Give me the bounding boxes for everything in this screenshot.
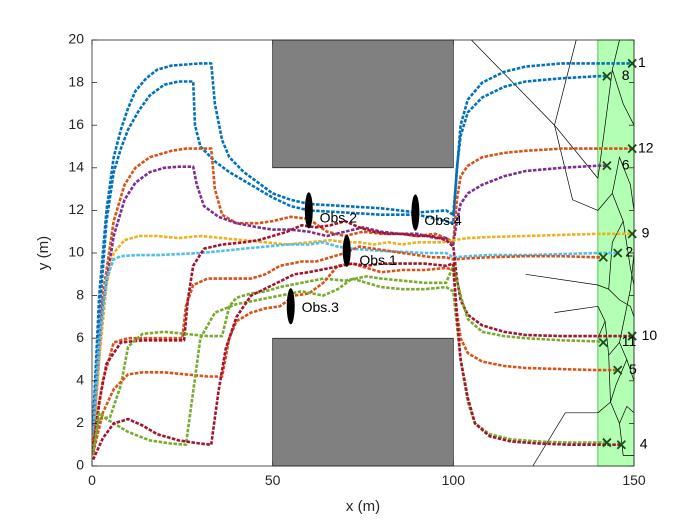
voronoi-edge-9 — [597, 155, 635, 211]
series-line-3 — [91, 147, 633, 435]
voronoi-edge-6 — [532, 412, 598, 467]
goal-label-3: 12 — [638, 139, 654, 155]
y-tick-label-8: 14 — [68, 159, 84, 175]
y-tick-label-3: 4 — [76, 372, 84, 388]
goal-marker-2 — [602, 71, 612, 81]
upper-block — [272, 39, 454, 169]
voronoi-edge-17 — [619, 405, 635, 424]
goal-marker-3 — [627, 143, 637, 154]
x-tick-label-1: 0 — [88, 472, 96, 488]
voronoi-edge-3 — [554, 125, 599, 211]
goal-marker-12 — [616, 440, 626, 450]
x-tick-label-3: 100 — [442, 472, 466, 488]
obstacle-blocks — [272, 39, 454, 467]
goal-label-10: 4 — [640, 435, 648, 451]
moving-obstacles: Obs.1 Obs.2 Obs.3 Obs.4 — [286, 192, 462, 325]
obstacle-label-4: Obs.4 — [424, 212, 462, 228]
obstacle-ellipse-4 — [411, 194, 420, 231]
goal-marker-5 — [627, 229, 637, 239]
goal-labels: 18 12 6 92 11 10 5 4 — [622, 54, 658, 451]
voronoi-edge-11 — [597, 284, 635, 318]
voronoi-edge-12 — [608, 220, 624, 290]
voronoi-edges — [471, 39, 635, 467]
series-line-1 — [91, 62, 633, 424]
series-line-7 — [91, 245, 604, 445]
voronoi-edge-5 — [554, 305, 598, 313]
y-tick-label-1: 0 — [76, 457, 84, 473]
series-line-8 — [91, 219, 633, 450]
voronoi-edge-10 — [611, 193, 635, 286]
goal-marker-8 — [627, 331, 637, 341]
voronoi-edge-18 — [619, 252, 635, 343]
series-line-6 — [91, 241, 618, 435]
series-line-5 — [91, 232, 633, 445]
y-axis-label: y (m) — [35, 236, 52, 270]
obstacle-ellipse-1 — [342, 234, 351, 267]
goal-marker-9 — [598, 337, 608, 348]
series-line-10 — [91, 262, 618, 454]
goal-markers — [598, 58, 637, 450]
voronoi-edge-8 — [611, 39, 620, 70]
goal-label-6: 2 — [625, 244, 633, 260]
y-tick-label-2: 2 — [76, 414, 84, 430]
obstacle-label-2: Obs.2 — [320, 210, 358, 226]
series-line-4 — [91, 164, 607, 441]
series-line-11 — [91, 277, 607, 456]
obstacle-label-1: Obs.1 — [359, 252, 397, 268]
obstacle-ellipse-3 — [286, 288, 295, 325]
voronoi-edge-4 — [525, 273, 598, 286]
series-line-9 — [91, 264, 604, 454]
y-tick-label-6: 10 — [68, 244, 84, 260]
y-tick-label-4: 6 — [76, 329, 84, 345]
goal-label-4: 6 — [622, 156, 630, 172]
y-tick-label-5: 8 — [76, 286, 84, 302]
goal-label-1: 1 — [638, 54, 646, 70]
voronoi-edge-16 — [597, 358, 635, 414]
goal-label-7: 11 — [622, 333, 637, 349]
goal-label-9: 5 — [629, 361, 637, 377]
lower-block — [272, 337, 454, 467]
goal-marker-1 — [627, 58, 637, 69]
y-tick-label-11: 20 — [68, 31, 84, 47]
series-line-12 — [91, 262, 622, 461]
x-tick-label-4: 150 — [622, 472, 646, 488]
y-tick-label-7: 12 — [68, 201, 84, 217]
goal-marker-11 — [602, 437, 612, 448]
goal-label-5: 9 — [642, 225, 650, 241]
voronoi-edge-2 — [554, 39, 577, 126]
goal-label-2: 8 — [622, 67, 630, 83]
goal-marker-4 — [602, 161, 612, 171]
goal-marker-6 — [613, 248, 623, 258]
series-line-2 — [91, 74, 607, 428]
y-tick-label-10: 18 — [68, 73, 84, 89]
goal-label-8: 10 — [642, 327, 658, 343]
goal-marker-10 — [613, 365, 623, 375]
x-tick-label-2: 50 — [265, 472, 281, 488]
x-axis-label: x (m) — [346, 498, 380, 515]
axes — [91, 39, 635, 467]
obstacle-label-3: Obs.3 — [302, 299, 340, 315]
trajectory-series — [91, 62, 633, 461]
obstacle-ellipse-2 — [304, 192, 313, 229]
goal-marker-7 — [598, 252, 608, 262]
y-tick-label-9: 16 — [68, 116, 84, 132]
